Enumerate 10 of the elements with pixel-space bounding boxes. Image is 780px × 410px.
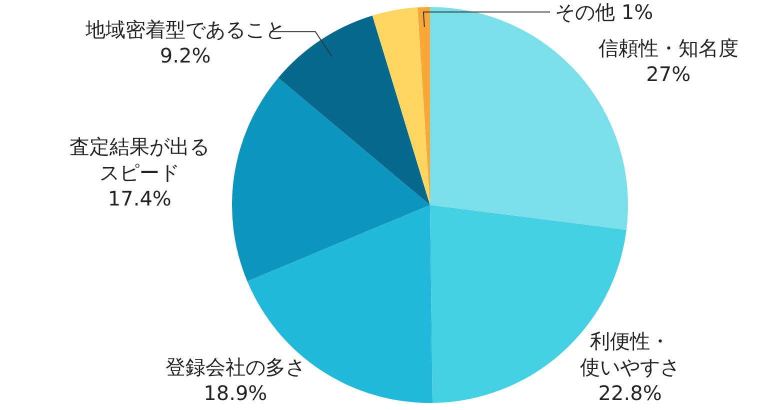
data-label: 18.9%	[204, 381, 268, 405]
slice-label: 査定結果が出るスピード	[70, 134, 210, 184]
data-label: 22.8%	[598, 381, 662, 405]
data-label: 27%	[646, 62, 691, 86]
slice-label: その他 1%	[555, 0, 654, 24]
slice-label: 信頼性・知名度	[598, 36, 738, 60]
slice-label: 登録会社の多さ	[165, 355, 306, 379]
slice-label: 利便性・使いやすさ	[580, 329, 680, 379]
data-label: 17.4%	[108, 186, 172, 210]
data-label: 9.2%	[160, 44, 211, 68]
